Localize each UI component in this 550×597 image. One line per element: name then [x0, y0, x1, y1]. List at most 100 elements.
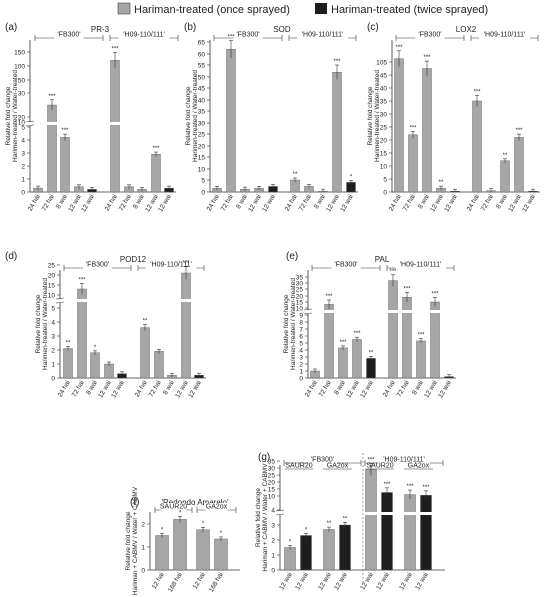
bar-break	[419, 512, 433, 515]
group-label-bg	[233, 31, 263, 39]
significance-label: ***	[48, 94, 56, 100]
bar-break	[180, 299, 192, 302]
y-tick-label: 65	[198, 40, 206, 47]
y-tick-label: 0	[383, 190, 387, 197]
y-tick-label: 20	[296, 294, 304, 301]
x-tick-label: 12 hai	[192, 572, 207, 591]
y-tick-label: 30	[18, 91, 26, 98]
panel-tag: (f)	[130, 497, 139, 508]
x-tick-label: 72 hai	[71, 380, 86, 399]
group-label: 'H09-110/111'	[400, 262, 442, 269]
y-tick-label: 4	[271, 508, 275, 515]
y-tick-label: 8	[299, 320, 303, 327]
bar	[104, 363, 114, 379]
y-tick-label: 40	[380, 86, 388, 93]
y-tick-label: 25	[380, 125, 388, 132]
y-tick-label: 0	[21, 190, 25, 197]
x-tick-label: 72 hai	[396, 380, 411, 399]
significance-label: ***	[61, 128, 69, 134]
y-tick-label: 150	[14, 50, 25, 57]
significance-label: *	[220, 531, 223, 537]
y-tick-label: 20	[18, 115, 26, 122]
y-tick-label: 30	[380, 112, 388, 119]
group-label: 'FB300'	[86, 262, 109, 269]
axis-break-mark	[25, 124, 35, 127]
bar	[90, 352, 100, 379]
significance-label: ***	[431, 291, 439, 297]
group-label: 'FB300'	[334, 262, 357, 269]
legend: Hariman-treated (once sprayed) Hariman-t…	[117, 2, 488, 16]
y-tick-label: 1	[299, 369, 303, 376]
significance-label: ***	[325, 294, 333, 300]
x-tick-label: 12 wai	[261, 194, 276, 214]
significance-label: ***	[515, 128, 523, 134]
x-tick-label: 72 hai	[402, 194, 417, 213]
y-tick-label: 7	[299, 327, 303, 334]
significance-label: ***	[383, 482, 391, 488]
group-label-bg	[415, 31, 445, 39]
y-tick-label: 1	[271, 553, 275, 560]
bar	[408, 134, 418, 193]
y-tick-label: 20	[198, 144, 206, 151]
x-tick-label: 12 hai	[151, 572, 166, 591]
significance-label: **	[369, 350, 374, 356]
y-axis-label: Harimen-treated / Water-treated	[374, 70, 381, 162]
bar	[420, 495, 432, 571]
y-tick-label: 0	[299, 376, 303, 383]
x-tick-label: 72 hai	[41, 194, 56, 213]
y-tick-label: 15	[380, 151, 388, 158]
group-label: 'H09-110/111'	[150, 262, 192, 269]
significance-label: ***	[152, 146, 160, 152]
y-axis-label: Relative fold change	[367, 86, 374, 145]
bar	[154, 351, 164, 379]
group-label: 'FB300'	[57, 32, 80, 39]
x-tick-label: 24 hai	[388, 194, 403, 213]
significance-label: **	[293, 172, 298, 178]
y-tick-label: 4	[51, 320, 55, 327]
y-axis-label: Hariman + CABMV / Water + CABMV	[132, 486, 139, 595]
bar	[324, 304, 334, 379]
x-tick-label: 8 wai	[55, 194, 69, 211]
x-tick-label: 24 hai	[104, 194, 119, 213]
y-tick-label: 5	[21, 125, 25, 132]
panel-title: PR-3	[91, 25, 110, 34]
y-tick-label: 50	[198, 75, 206, 82]
significance-label: **	[66, 341, 71, 347]
bar	[500, 160, 510, 193]
bar	[323, 529, 335, 571]
y-tick-label: 0	[271, 568, 275, 575]
y-axis-label: Harimen-treated / Water-treated	[290, 278, 297, 370]
bar	[155, 535, 169, 571]
y-tick-label: 35	[268, 459, 276, 466]
bar	[60, 137, 70, 193]
y-tick-label: 5	[299, 341, 303, 348]
x-tick-label: 12 wai	[339, 194, 354, 214]
axis-break-mark	[275, 513, 285, 516]
panel-title: LOX2	[456, 25, 477, 34]
y-tick-label: 55	[198, 63, 206, 70]
axis-break-mark	[55, 297, 65, 300]
y-tick-label: 45	[380, 73, 388, 80]
group-label-bg	[145, 261, 197, 269]
y-tick-label: 10	[380, 164, 388, 171]
significance-label: ***	[339, 340, 347, 346]
bar-break	[323, 310, 335, 313]
y-tick-label: 45	[198, 86, 206, 93]
significance-label: *	[305, 527, 308, 533]
x-tick-label: 24 hai	[304, 380, 319, 399]
significance-label: *	[161, 527, 164, 533]
group-label-bg	[54, 31, 84, 39]
group-label: 'FB300'	[236, 32, 259, 39]
panel-e: (e) PAL Relative fold change Harimen-treate…	[283, 251, 456, 399]
x-tick-label: 8 wai	[495, 194, 509, 211]
y-tick-label: 20	[380, 138, 388, 145]
y-tick-label: 0	[201, 190, 205, 197]
significance-label: ***	[78, 278, 86, 284]
significance-label: ***	[353, 331, 361, 337]
significance-label: *	[202, 521, 205, 527]
significance-label: ***	[403, 286, 411, 292]
y-tick-label: 35	[380, 99, 388, 106]
group-label: 'H09-110/111'	[302, 32, 344, 39]
y-tick-label: 15	[198, 155, 206, 162]
bar-break	[429, 310, 441, 313]
